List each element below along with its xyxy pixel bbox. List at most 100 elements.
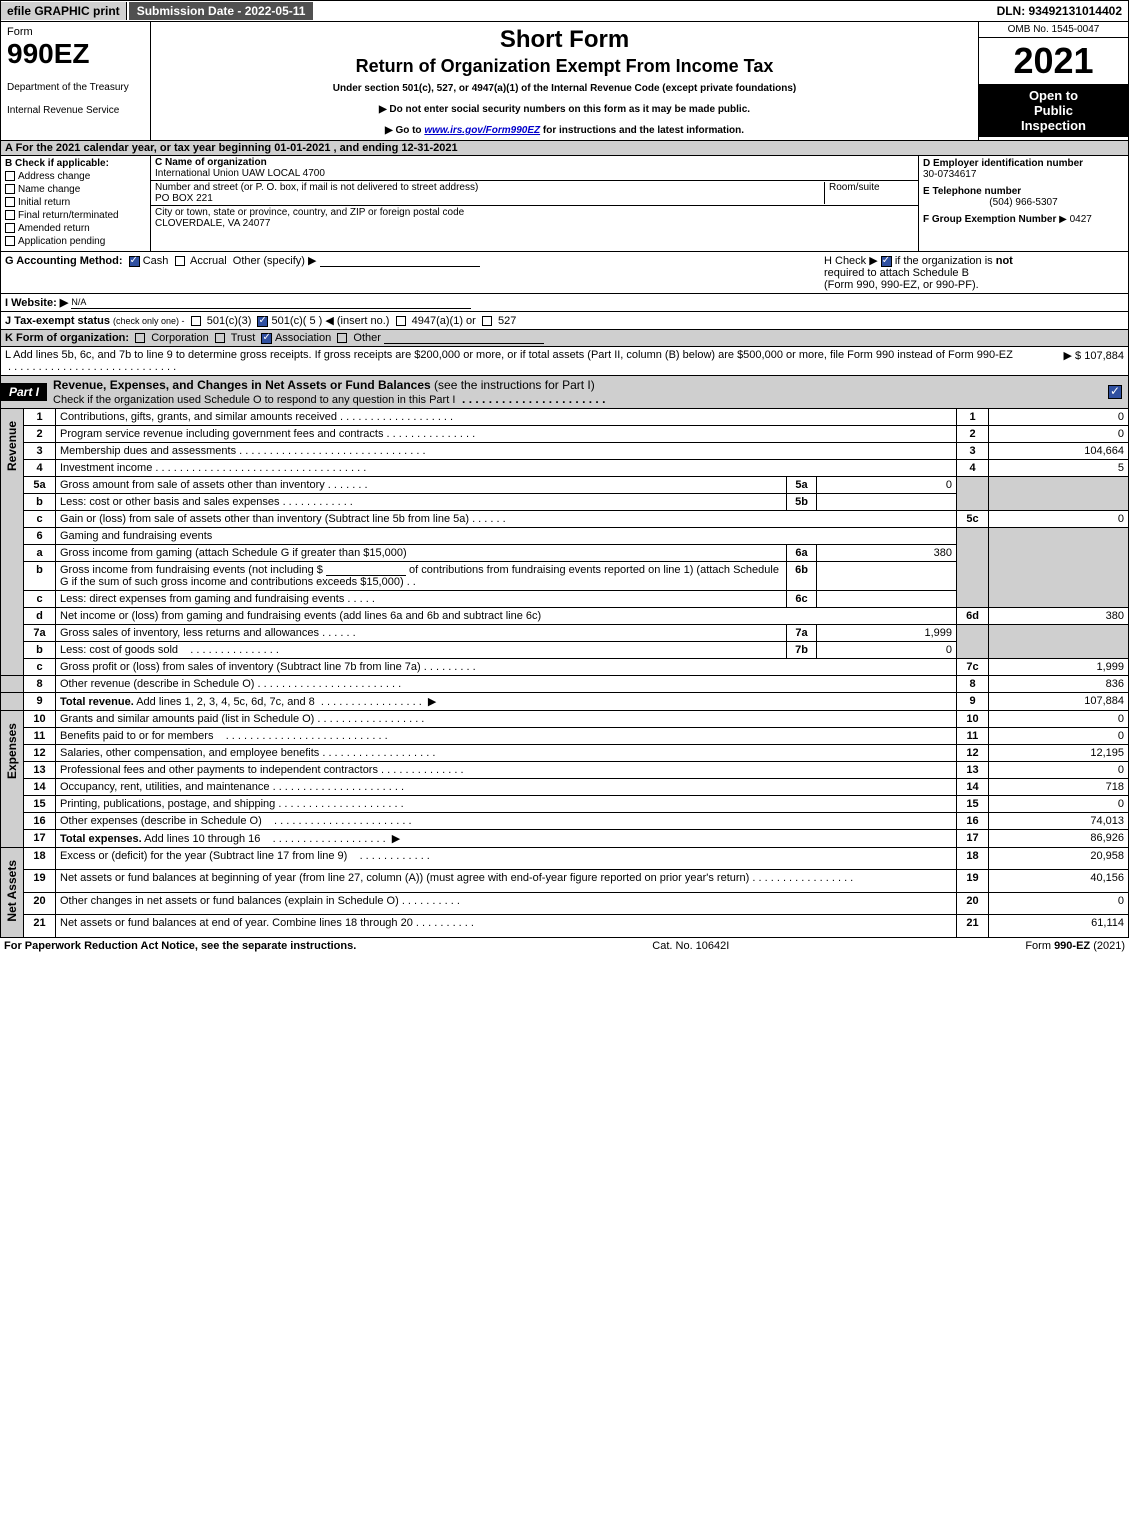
r2-val: 0: [989, 426, 1129, 443]
r1-rn: 1: [957, 409, 989, 426]
r16-rn: 16: [957, 813, 989, 830]
r17-val: 86,926: [989, 830, 1129, 848]
r7b-bv: 0: [817, 642, 957, 659]
footer-left: For Paperwork Reduction Act Notice, see …: [4, 940, 356, 952]
r13-val: 0: [989, 762, 1129, 779]
line-j: J Tax-exempt status (check only one) - 5…: [0, 312, 1129, 330]
form-word: Form: [7, 26, 144, 38]
r5c-num: c: [24, 511, 56, 528]
r14-desc: Occupancy, rent, utilities, and maintena…: [60, 781, 270, 793]
dln-label: DLN: 93492131014402: [991, 2, 1128, 20]
row-21: 21 Net assets or fund balances at end of…: [1, 915, 1129, 937]
r15-rn: 15: [957, 796, 989, 813]
row-5a: 5a Gross amount from sale of assets othe…: [1, 477, 1129, 494]
r7b-desc: Less: cost of goods sold: [60, 644, 178, 656]
r16-val: 74,013: [989, 813, 1129, 830]
c-name-value: International Union UAW LOCAL 4700: [155, 168, 325, 179]
checkbox-part1-sched-o[interactable]: [1108, 385, 1122, 399]
r11-desc: Benefits paid to or for members: [60, 730, 213, 742]
r7b-num: b: [24, 642, 56, 659]
r6c-bn: 6c: [787, 591, 817, 608]
checkbox-other-org[interactable]: [337, 333, 347, 343]
r8-num: 8: [24, 676, 56, 693]
checkbox-527[interactable]: [482, 316, 492, 326]
efile-print-button[interactable]: efile GRAPHIC print: [1, 2, 127, 20]
r17-desc: Add lines 10 through 16: [142, 833, 261, 845]
h-pre: H Check ▶: [824, 255, 881, 267]
r13-num: 13: [24, 762, 56, 779]
col-b-header: B Check if applicable:: [5, 158, 146, 169]
r6d-rn: 6d: [957, 608, 989, 625]
title-return-exempt: Return of Organization Exempt From Incom…: [155, 56, 974, 77]
r7c-rn: 7c: [957, 659, 989, 676]
form-header: Form 990EZ Department of the Treasury In…: [0, 22, 1129, 141]
r7a-desc: Gross sales of inventory, less returns a…: [60, 627, 319, 639]
checkbox-h[interactable]: [881, 256, 892, 267]
r18-val: 20,958: [989, 848, 1129, 870]
k-other-blank[interactable]: [384, 343, 544, 344]
r1-num: 1: [24, 409, 56, 426]
checkbox-final-return[interactable]: [5, 210, 15, 220]
row-6: 6 Gaming and fundraising events: [1, 528, 1129, 545]
r19-desc: Net assets or fund balances at beginning…: [60, 872, 749, 884]
j-label: J Tax-exempt status: [5, 315, 110, 327]
checkbox-501c3[interactable]: [191, 316, 201, 326]
h-not: not: [996, 255, 1013, 267]
r6c-num: c: [24, 591, 56, 608]
column-d-e-f: D Employer identification number 30-0734…: [918, 156, 1128, 251]
r6b-bv: [817, 562, 957, 591]
irs-link[interactable]: www.irs.gov/Form990EZ: [424, 125, 540, 136]
r6c-desc: Less: direct expenses from gaming and fu…: [60, 593, 344, 605]
r9-desc: Add lines 1, 2, 3, 4, 5c, 6d, 7c, and 8: [134, 696, 315, 708]
checkbox-amended-return[interactable]: [5, 223, 15, 233]
checkbox-501c[interactable]: [257, 316, 268, 327]
checkbox-association[interactable]: [261, 333, 272, 344]
row-9: 9 Total revenue. Add lines 1, 2, 3, 4, 5…: [1, 693, 1129, 711]
part-1-checkline: Check if the organization used Schedule …: [53, 394, 455, 406]
r1-desc: Contributions, gifts, grants, and simila…: [60, 411, 337, 423]
checkbox-corporation[interactable]: [135, 333, 145, 343]
r5a-bn: 5a: [787, 477, 817, 494]
r13-desc: Professional fees and other payments to …: [60, 764, 378, 776]
r12-rn: 12: [957, 745, 989, 762]
checkbox-accrual[interactable]: [175, 256, 185, 266]
r5b-bv: [817, 494, 957, 511]
r6-rn-shade: [957, 528, 989, 608]
row-11: 11 Benefits paid to or for members . . .…: [1, 728, 1129, 745]
k-label: K Form of organization:: [5, 332, 129, 344]
side-tab-rev-cont: [1, 676, 24, 693]
checkbox-4947[interactable]: [396, 316, 406, 326]
checkbox-address-change[interactable]: [5, 171, 15, 181]
row-2: 2 Program service revenue including gove…: [1, 426, 1129, 443]
r9-num: 9: [24, 693, 56, 711]
checkbox-trust[interactable]: [215, 333, 225, 343]
row-16: 16 Other expenses (describe in Schedule …: [1, 813, 1129, 830]
checkbox-application-pending[interactable]: [5, 236, 15, 246]
r18-num: 18: [24, 848, 56, 870]
r14-rn: 14: [957, 779, 989, 796]
checkbox-name-change[interactable]: [5, 184, 15, 194]
r2-rn: 2: [957, 426, 989, 443]
open-line-2: Public: [983, 103, 1124, 118]
r10-val: 0: [989, 711, 1129, 728]
checkbox-cash[interactable]: [129, 256, 140, 267]
r12-desc: Salaries, other compensation, and employ…: [60, 747, 319, 759]
note-goto-post: for instructions and the latest informat…: [543, 125, 744, 136]
r6a-desc: Gross income from gaming (attach Schedul…: [60, 547, 407, 559]
row-10: Expenses 10 Grants and similar amounts p…: [1, 711, 1129, 728]
g-other-blank[interactable]: [320, 266, 480, 267]
r4-rn: 4: [957, 460, 989, 477]
r6d-val: 380: [989, 608, 1129, 625]
f-group-label: F Group Exemption Number: [923, 214, 1056, 225]
d-ein-value: 30-0734617: [923, 169, 1124, 180]
top-bar-left: efile GRAPHIC print Submission Date - 20…: [1, 2, 313, 20]
label-amended-return: Amended return: [18, 223, 90, 234]
checkbox-initial-return[interactable]: [5, 197, 15, 207]
r10-num: 10: [24, 711, 56, 728]
r6b-bn: 6b: [787, 562, 817, 591]
e-phone-value: (504) 966-5307: [923, 197, 1124, 208]
r5a-bv: 0: [817, 477, 957, 494]
r16-desc: Other expenses (describe in Schedule O): [60, 815, 262, 827]
under-section-text: Under section 501(c), 527, or 4947(a)(1)…: [155, 83, 974, 94]
r9-rn: 9: [957, 693, 989, 711]
